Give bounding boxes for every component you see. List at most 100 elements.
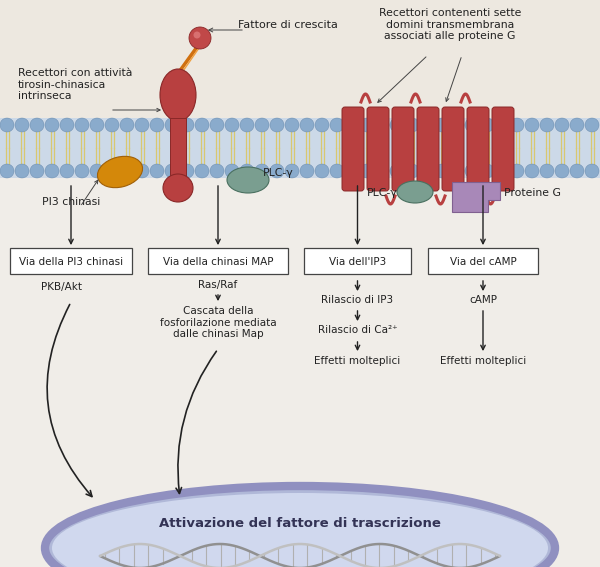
Circle shape (75, 164, 89, 178)
Circle shape (195, 118, 209, 132)
Circle shape (435, 118, 449, 132)
Circle shape (120, 118, 134, 132)
Circle shape (345, 118, 359, 132)
Circle shape (45, 164, 59, 178)
Circle shape (390, 164, 404, 178)
FancyBboxPatch shape (442, 107, 464, 191)
Circle shape (90, 118, 104, 132)
Circle shape (420, 118, 434, 132)
Circle shape (495, 164, 509, 178)
Circle shape (270, 164, 284, 178)
Circle shape (135, 118, 149, 132)
Circle shape (330, 164, 344, 178)
Text: Recettori con attività
tirosin-chinasica
intrinseca: Recettori con attività tirosin-chinasica… (18, 68, 133, 101)
Text: PI3 chinasi: PI3 chinasi (42, 197, 100, 207)
Circle shape (300, 118, 314, 132)
Bar (148, 248, 288, 274)
Circle shape (570, 164, 584, 178)
Bar (10, 248, 132, 274)
Circle shape (540, 118, 554, 132)
Circle shape (555, 118, 569, 132)
Circle shape (120, 164, 134, 178)
Circle shape (585, 118, 599, 132)
Text: Cascata della
fosforilazione mediata
dalle chinasi Map: Cascata della fosforilazione mediata dal… (160, 306, 277, 339)
Ellipse shape (45, 486, 555, 567)
Text: PLC-γ: PLC-γ (367, 188, 398, 198)
Text: Effetti molteplici: Effetti molteplici (314, 356, 401, 366)
Circle shape (435, 164, 449, 178)
Circle shape (165, 164, 179, 178)
FancyBboxPatch shape (342, 107, 364, 191)
Circle shape (105, 164, 119, 178)
Circle shape (420, 164, 434, 178)
Circle shape (480, 164, 494, 178)
Circle shape (360, 164, 374, 178)
Circle shape (510, 118, 524, 132)
Polygon shape (452, 182, 500, 212)
Text: Effetti molteplici: Effetti molteplici (440, 356, 526, 366)
Circle shape (30, 118, 44, 132)
Text: Ras/Raf: Ras/Raf (199, 280, 238, 290)
FancyBboxPatch shape (492, 107, 514, 191)
Circle shape (0, 164, 14, 178)
Circle shape (375, 118, 389, 132)
Circle shape (210, 118, 224, 132)
Circle shape (240, 118, 254, 132)
Circle shape (60, 118, 74, 132)
Circle shape (450, 118, 464, 132)
Circle shape (375, 164, 389, 178)
Circle shape (210, 164, 224, 178)
Ellipse shape (397, 181, 433, 203)
Text: Via della chinasi MAP: Via della chinasi MAP (163, 257, 273, 267)
Circle shape (180, 164, 194, 178)
Circle shape (525, 118, 539, 132)
Bar (428, 248, 538, 274)
Circle shape (75, 118, 89, 132)
Circle shape (90, 164, 104, 178)
Ellipse shape (160, 69, 196, 121)
Ellipse shape (227, 167, 269, 193)
Circle shape (45, 118, 59, 132)
Circle shape (105, 118, 119, 132)
Text: PLC-γ: PLC-γ (263, 168, 294, 178)
Circle shape (555, 164, 569, 178)
Circle shape (540, 164, 554, 178)
Circle shape (330, 118, 344, 132)
Circle shape (285, 164, 299, 178)
Circle shape (180, 118, 194, 132)
Circle shape (30, 164, 44, 178)
Text: Fattore di crescita: Fattore di crescita (238, 20, 338, 30)
Text: Attivazione del fattore di trascrizione: Attivazione del fattore di trascrizione (159, 517, 441, 530)
Circle shape (360, 118, 374, 132)
Circle shape (570, 118, 584, 132)
Circle shape (150, 164, 164, 178)
Ellipse shape (52, 493, 548, 567)
Circle shape (15, 118, 29, 132)
Circle shape (255, 118, 269, 132)
Text: Via della PI3 chinasi: Via della PI3 chinasi (19, 257, 123, 267)
Text: Rilascio di Ca²⁺: Rilascio di Ca²⁺ (317, 325, 397, 335)
FancyBboxPatch shape (367, 107, 389, 191)
Circle shape (225, 118, 239, 132)
Circle shape (465, 164, 479, 178)
Circle shape (585, 164, 599, 178)
Circle shape (495, 118, 509, 132)
Bar (0, 0, 600, 118)
Circle shape (315, 118, 329, 132)
Text: Proteine G: Proteine G (504, 188, 561, 198)
Text: Recettori contenenti sette
domini transmembrana
associati alle proteine G: Recettori contenenti sette domini transm… (379, 8, 521, 41)
Circle shape (60, 164, 74, 178)
FancyBboxPatch shape (392, 107, 414, 191)
Circle shape (315, 164, 329, 178)
Circle shape (15, 164, 29, 178)
Bar (0, 118, 600, 178)
Text: Via dell'IP3: Via dell'IP3 (329, 257, 386, 267)
Circle shape (405, 164, 419, 178)
Ellipse shape (97, 156, 143, 188)
Circle shape (525, 164, 539, 178)
Text: PKB/Akt: PKB/Akt (41, 282, 82, 292)
Circle shape (150, 118, 164, 132)
Circle shape (285, 118, 299, 132)
Circle shape (165, 118, 179, 132)
Text: Via del cAMP: Via del cAMP (449, 257, 517, 267)
